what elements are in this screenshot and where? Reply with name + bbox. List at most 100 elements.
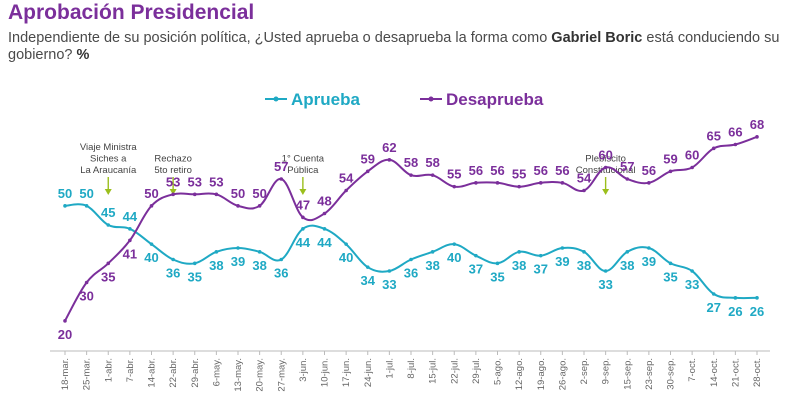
annotation-text-2-1: Pública: [287, 165, 319, 176]
point-aprueba-9: [257, 250, 262, 254]
label-desaprueba-31: 66: [728, 125, 742, 140]
point-desaprueba-29: [690, 165, 694, 170]
x-tick-label-20: 5-ago.: [493, 358, 504, 385]
x-tick-label-8: 13-may.: [233, 358, 244, 392]
point-aprueba-26: [625, 250, 630, 254]
point-desaprueba-26: [625, 177, 630, 181]
point-aprueba-29: [690, 269, 694, 273]
x-tick-label-11: 3-jun.: [298, 358, 309, 382]
label-aprueba-31: 26: [728, 304, 742, 319]
label-desaprueba-29: 60: [685, 148, 699, 163]
label-desaprueba-26: 57: [620, 159, 634, 174]
point-desaprueba-31: [733, 142, 738, 147]
label-aprueba-5: 36: [166, 266, 180, 281]
label-desaprueba-1: 30: [79, 289, 93, 304]
point-desaprueba-23: [560, 181, 565, 185]
label-desaprueba-17: 58: [425, 155, 439, 170]
point-aprueba-6: [192, 261, 197, 266]
label-aprueba-29: 33: [685, 277, 699, 292]
point-desaprueba-19: [474, 181, 478, 185]
label-desaprueba-3: 41: [123, 246, 137, 261]
point-aprueba-4: [149, 242, 154, 246]
label-aprueba-2: 45: [101, 205, 115, 220]
point-aprueba-1: [84, 204, 89, 208]
annotation-text-0-0: Viaje Ministra: [80, 142, 138, 153]
label-aprueba-14: 34: [361, 273, 376, 288]
annotation-text-3-0: Plebiscito: [585, 154, 626, 165]
x-tick-label-31: 21-oct.: [730, 358, 741, 387]
point-desaprueba-6: [192, 192, 197, 197]
point-desaprueba-24: [582, 188, 586, 193]
point-desaprueba-9: [257, 204, 262, 208]
point-aprueba-13: [344, 242, 348, 246]
point-aprueba-8: [236, 246, 240, 250]
subtitle-text: Independiente de su posición política, ¿…: [8, 30, 552, 46]
x-tick-label-16: 8-jul.: [406, 358, 417, 379]
x-tick-label-25: 9-sep.: [601, 358, 612, 384]
point-desaprueba-15: [387, 158, 392, 162]
legend-marker-aprueba: [273, 96, 279, 102]
label-aprueba-21: 38: [512, 258, 526, 273]
annotation-arrow-head-0: [104, 189, 112, 195]
x-tick-label-1: 25-mar.: [82, 358, 93, 390]
point-aprueba-14: [365, 265, 370, 269]
label-aprueba-30: 27: [707, 300, 721, 315]
point-desaprueba-20: [495, 181, 500, 185]
annotation-text-1-0: Rechazo: [154, 154, 192, 165]
x-tick-label-5: 22-abr.: [168, 358, 179, 388]
annotation-text-0-2: La Araucanía: [80, 165, 137, 176]
subtitle-bold-name: Gabriel Boric: [551, 30, 643, 46]
label-desaprueba-13: 54: [339, 171, 354, 186]
x-tick-label-27: 23-sep.: [644, 358, 655, 390]
x-tick-label-15: 1-jul.: [384, 358, 395, 379]
label-aprueba-28: 35: [663, 269, 677, 284]
x-tick-label-10: 27-may.: [276, 358, 287, 392]
point-aprueba-0: [63, 204, 67, 208]
label-desaprueba-2: 35: [101, 269, 115, 284]
point-desaprueba-10: [279, 177, 284, 181]
point-aprueba-21: [517, 250, 521, 254]
point-desaprueba-12: [322, 211, 327, 216]
x-tick-label-3: 7-abr.: [125, 358, 136, 382]
x-tick-label-19: 29-jul.: [471, 358, 482, 384]
x-tick-label-6: 29-abr.: [190, 358, 201, 388]
label-desaprueba-9: 50: [252, 186, 266, 201]
subtitle-text-end: está conduciendo su gobierno?: [8, 30, 780, 63]
point-aprueba-18: [452, 242, 457, 246]
legend-label-aprueba: Aprueba: [291, 90, 361, 109]
x-tick-label-2: 1-abr.: [103, 358, 114, 382]
point-aprueba-15: [387, 269, 392, 273]
label-aprueba-10: 36: [274, 266, 288, 281]
label-desaprueba-32: 68: [750, 117, 764, 132]
label-aprueba-1: 50: [79, 186, 93, 201]
label-aprueba-6: 35: [188, 269, 202, 284]
point-aprueba-32: [755, 296, 759, 300]
x-tick-label-12: 10-jun.: [320, 358, 331, 387]
label-desaprueba-27: 56: [642, 163, 656, 178]
label-desaprueba-30: 65: [707, 128, 721, 143]
annotation-text-1-1: 5to retiro: [154, 165, 192, 176]
point-desaprueba-4: [149, 204, 154, 208]
label-aprueba-17: 38: [425, 258, 439, 273]
label-desaprueba-14: 59: [361, 151, 375, 166]
point-aprueba-2: [106, 223, 111, 227]
label-aprueba-7: 38: [209, 258, 223, 273]
point-aprueba-28: [668, 261, 673, 266]
x-tick-label-24: 2-sep.: [579, 358, 590, 384]
x-tick-label-23: 26-ago.: [557, 358, 568, 390]
x-tick-label-17: 15-jul.: [428, 358, 439, 384]
label-aprueba-9: 38: [252, 258, 266, 273]
point-aprueba-17: [430, 250, 435, 254]
point-aprueba-27: [647, 246, 651, 250]
point-desaprueba-13: [344, 188, 348, 193]
annotation-text-3-1: Constitucional: [576, 165, 636, 176]
series-line-aprueba: [64, 203, 758, 300]
point-desaprueba-16: [409, 173, 413, 177]
x-tick-label-13: 17-jun.: [341, 358, 352, 387]
point-desaprueba-3: [128, 238, 132, 243]
label-desaprueba-28: 59: [663, 151, 677, 166]
x-tick-label-22: 19-ago.: [536, 358, 547, 390]
label-aprueba-32: 26: [750, 304, 764, 319]
